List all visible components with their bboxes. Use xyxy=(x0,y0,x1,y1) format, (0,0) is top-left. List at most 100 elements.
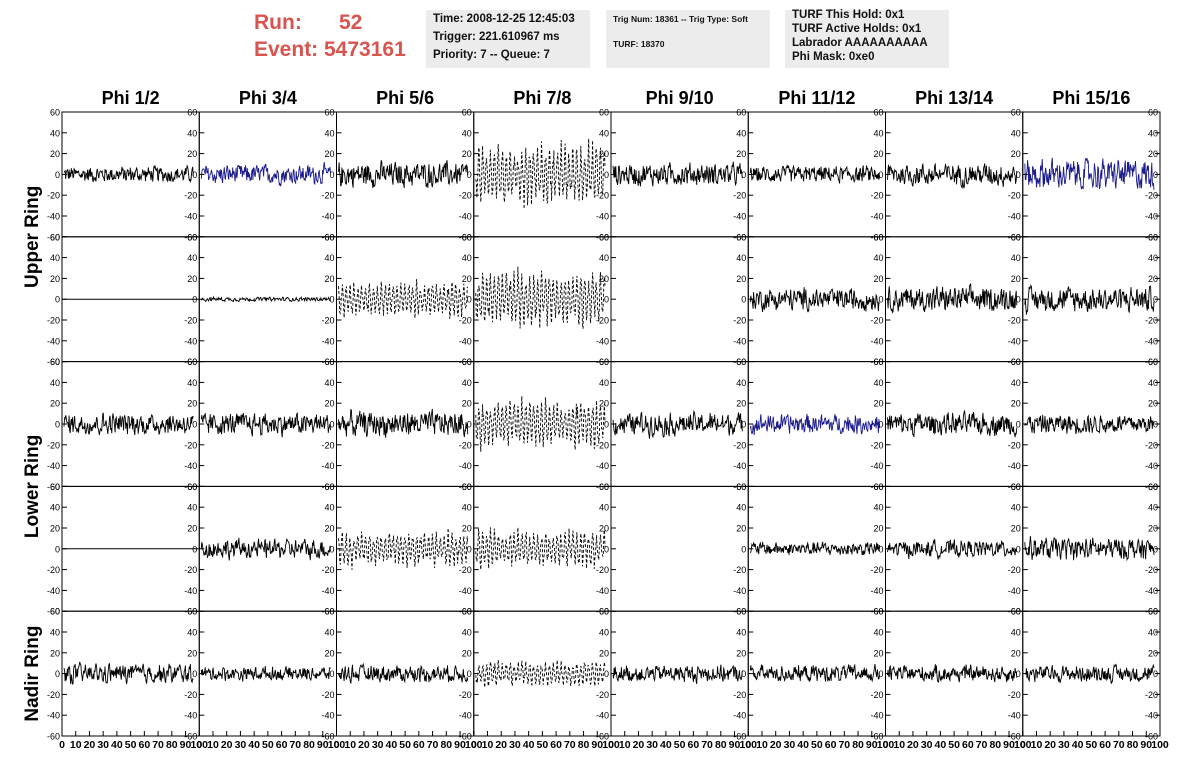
y-tick-label: 0 xyxy=(329,420,334,430)
column-title-phi-15-16: Phi 15/16 xyxy=(1052,88,1130,108)
y-tick-label: 60 xyxy=(873,357,883,367)
y-tick-label: 0 xyxy=(467,170,472,180)
y-tick-label: -40 xyxy=(184,711,197,721)
y-tick-label: -20 xyxy=(321,316,334,326)
y-tick-label: 20 xyxy=(873,648,883,658)
column-title-phi-1-2: Phi 1/2 xyxy=(102,88,160,108)
y-tick-label: -20 xyxy=(596,565,609,575)
y-tick-label: 20 xyxy=(1148,648,1158,658)
x-tick-label: 100 xyxy=(190,739,208,751)
x-tick-label: 30 xyxy=(646,739,658,751)
x-tick-label: 0 xyxy=(471,739,477,751)
y-tick-label: 40 xyxy=(599,628,609,638)
waveform-trace xyxy=(887,162,1018,189)
x-tick-label: 0 xyxy=(883,739,889,751)
trig-num-text: Trig Num: 18361 -- Trig Type: Soft xyxy=(613,14,748,24)
y-tick-label: -20 xyxy=(870,191,883,201)
waveform-trace xyxy=(887,410,1018,438)
y-tick-label: 0 xyxy=(1153,669,1158,679)
waveform-trace xyxy=(201,295,331,303)
y-tick-label: 60 xyxy=(50,482,60,492)
x-tick-label: 40 xyxy=(1072,739,1084,751)
waveform-trace xyxy=(475,659,606,688)
x-tick-label: 30 xyxy=(372,739,384,751)
waveform-trace xyxy=(200,162,331,187)
y-tick-label: 20 xyxy=(599,524,609,534)
y-tick-label: 40 xyxy=(462,628,472,638)
y-tick-label: -40 xyxy=(596,461,609,471)
waveform-trace xyxy=(475,527,606,570)
y-tick-label: 40 xyxy=(50,128,60,138)
y-tick-label: 60 xyxy=(1011,108,1021,118)
panel-frame xyxy=(473,485,612,612)
y-tick-label: -60 xyxy=(184,732,197,742)
y-tick-label: 20 xyxy=(736,149,746,159)
y-tick-label: 40 xyxy=(324,253,334,263)
y-tick-label: -20 xyxy=(184,191,197,201)
y-tick-label: -20 xyxy=(47,191,60,201)
event-label: Event: xyxy=(254,38,319,61)
y-tick-label: 0 xyxy=(878,295,883,305)
x-tick-label: 60 xyxy=(1099,739,1111,751)
y-tick-label: 60 xyxy=(1148,108,1158,118)
waveform-trace xyxy=(1024,284,1155,315)
y-tick-label: -40 xyxy=(47,336,60,346)
y-tick-label: 40 xyxy=(187,503,197,513)
y-tick-label: -20 xyxy=(459,690,472,700)
y-tick-label: -20 xyxy=(184,690,197,700)
labrador-text: Labrador AAAAAAAAAA xyxy=(792,37,928,49)
y-tick-label: 0 xyxy=(878,420,883,430)
x-tick-label: 90 xyxy=(180,739,192,751)
y-tick-label: 20 xyxy=(187,399,197,409)
y-tick-label: 60 xyxy=(873,482,883,492)
y-tick-label: 60 xyxy=(50,607,60,617)
x-tick-label: 30 xyxy=(235,739,247,751)
column-title-phi-11-12: Phi 11/12 xyxy=(778,88,855,108)
x-tick-label: 70 xyxy=(976,739,988,751)
y-tick-label: 40 xyxy=(873,128,883,138)
ring-label-lower-ring: Lower Ring xyxy=(22,435,43,538)
x-tick-label: 90 xyxy=(1140,739,1152,751)
y-tick-label: -20 xyxy=(870,440,883,450)
y-tick-label: -40 xyxy=(596,711,609,721)
y-tick-label: 20 xyxy=(324,149,334,159)
y-tick-label: -60 xyxy=(321,732,334,742)
trigger-info-box: Trig Num: 18361 -- Trig Type: Soft TURF:… xyxy=(606,10,770,68)
y-tick-label: -60 xyxy=(1145,232,1158,242)
x-tick-label: 10 xyxy=(619,739,631,751)
x-tick-label: 10 xyxy=(482,739,494,751)
y-tick-label: 60 xyxy=(736,482,746,492)
panel-frame xyxy=(473,111,612,238)
y-tick-label: -20 xyxy=(1145,191,1158,201)
y-tick-label: 20 xyxy=(187,149,197,159)
y-tick-label: 60 xyxy=(1011,482,1021,492)
y-tick-label: -60 xyxy=(459,357,472,367)
x-tick-label: 60 xyxy=(139,739,151,751)
y-tick-label: 60 xyxy=(462,607,472,617)
y-tick-label: 20 xyxy=(1148,274,1158,284)
y-tick-label: -40 xyxy=(870,336,883,346)
x-tick-label: 70 xyxy=(289,739,301,751)
column-title-phi-7-8: Phi 7/8 xyxy=(513,88,571,108)
y-tick-label: -60 xyxy=(47,732,60,742)
x-tick-label: 20 xyxy=(221,739,233,751)
y-tick-label: 0 xyxy=(741,669,746,679)
y-tick-label: 0 xyxy=(329,170,334,180)
y-tick-label: -60 xyxy=(870,732,883,742)
y-tick-label: 20 xyxy=(736,648,746,658)
y-tick-label: 20 xyxy=(462,149,472,159)
run-event-box: Run: 52 Event: 5473161 xyxy=(248,8,418,68)
y-tick-label: 40 xyxy=(50,503,60,513)
y-tick-label: 0 xyxy=(1153,295,1158,305)
time-text: Time: 2008-12-25 12:45:03 xyxy=(433,13,575,25)
y-tick-label: 0 xyxy=(1153,420,1158,430)
y-tick-label: 60 xyxy=(324,232,334,242)
y-tick-label: 20 xyxy=(462,274,472,284)
y-tick-label: 40 xyxy=(187,628,197,638)
y-tick-label: 40 xyxy=(50,378,60,388)
y-tick-label: -40 xyxy=(321,212,334,222)
y-tick-label: 0 xyxy=(192,170,197,180)
y-tick-label: -40 xyxy=(733,212,746,222)
y-tick-label: -40 xyxy=(184,586,197,596)
waveform-trace xyxy=(612,664,743,684)
